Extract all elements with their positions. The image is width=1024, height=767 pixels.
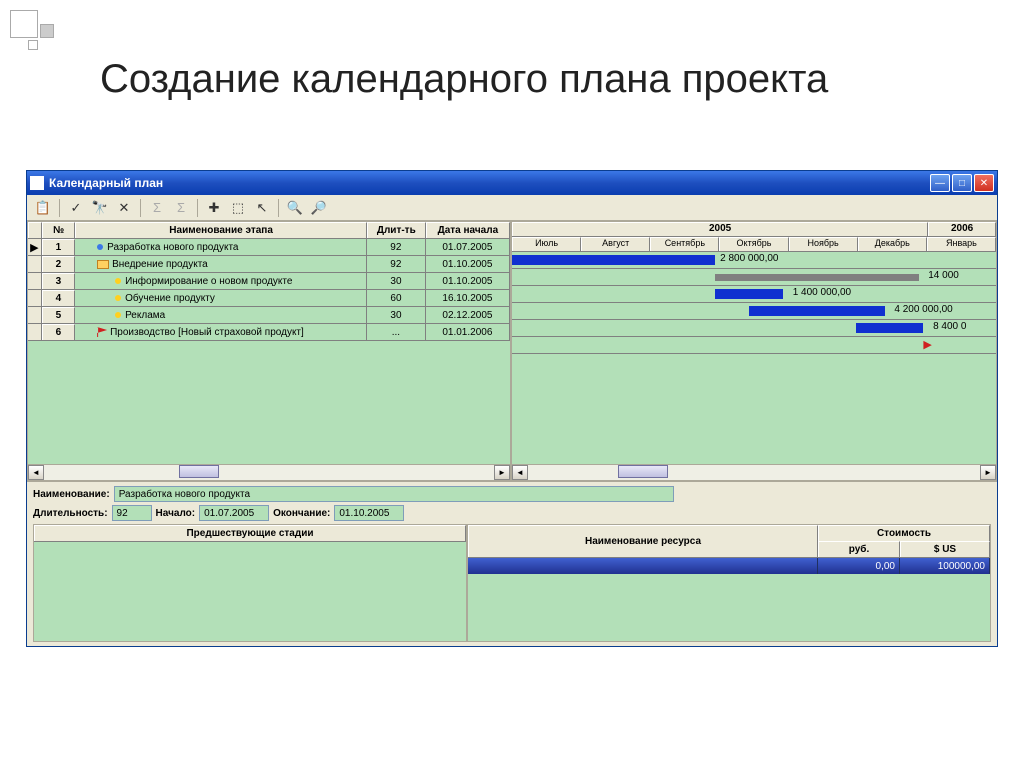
col-header-date[interactable]: Дата начала [426, 222, 510, 238]
zoom-in-icon[interactable]: 🔍 [285, 198, 305, 218]
predecessor-header[interactable]: Предшествующие стадии [34, 525, 466, 541]
col-header-num[interactable]: № [42, 222, 75, 238]
detail-end-input[interactable] [334, 505, 404, 521]
table-row[interactable]: 4 Обучение продукту 60 16.10.2005 [28, 290, 510, 307]
col-header-dur[interactable]: Длит-ть [367, 222, 426, 238]
rub-header[interactable]: руб. [818, 541, 900, 557]
gantt-label: 1 400 000,00 [793, 287, 851, 298]
table-row[interactable]: 3 Информирование о новом продукте 30 01.… [28, 273, 510, 290]
detail-start-input[interactable] [199, 505, 269, 521]
binoculars-icon[interactable]: 🔭 [90, 198, 110, 218]
gantt-bar[interactable] [749, 306, 885, 316]
detail-end-label: Окончание: [273, 508, 330, 519]
gantt-row: ▶ [512, 337, 996, 354]
close-button[interactable]: ✕ [974, 174, 994, 192]
table-row[interactable]: 2 Внедрение продукта 92 01.10.2005 [28, 256, 510, 273]
gantt-bar[interactable] [512, 255, 715, 265]
gantt-bar[interactable] [715, 289, 783, 299]
gantt-label: 14 000 [928, 270, 959, 281]
toolbar: 📋 ✓ 🔭 ✕ Σ Σ ✚ ⬚ ↖ 🔍 🔎 [27, 195, 997, 221]
gantt-label: 4 200 000,00 [894, 304, 952, 315]
app-window: Календарный план — □ ✕ 📋 ✓ 🔭 ✕ Σ Σ ✚ ⬚ ↖… [26, 170, 998, 647]
grid-hscrollbar[interactable]: ◄ ► [28, 464, 510, 480]
gantt-row: 4 200 000,00 [512, 303, 996, 320]
month-header: Июль [512, 237, 581, 251]
minimize-button[interactable]: — [930, 174, 950, 192]
gantt-bar[interactable] [715, 274, 918, 281]
month-header: Январь [927, 237, 996, 251]
detail-name-input[interactable] [114, 486, 674, 502]
gantt-hscrollbar[interactable]: ◄ ► [512, 464, 996, 480]
delete-icon[interactable]: ✕ [114, 198, 134, 218]
detail-panel: Наименование: Длительность: Начало: Окон… [27, 481, 997, 646]
gantt-row: 2 800 000,00 [512, 252, 996, 269]
gantt-row: 8 400 0 [512, 320, 996, 337]
resource-row-selected[interactable]: 0,00 100000,00 [468, 558, 990, 574]
sigma2-icon[interactable]: Σ [171, 198, 191, 218]
card-icon[interactable]: 📋 [33, 198, 53, 218]
detail-dur-input[interactable] [112, 505, 152, 521]
detail-start-label: Начало: [156, 508, 196, 519]
gantt-bar[interactable] [856, 323, 924, 333]
month-header: Ноябрь [789, 237, 858, 251]
sigma-icon[interactable]: Σ [147, 198, 167, 218]
detail-dur-label: Длительность: [33, 508, 108, 519]
zoom-out-icon[interactable]: 🔎 [309, 198, 329, 218]
year-header: 2005 [512, 222, 928, 236]
app-icon [30, 176, 44, 190]
table-row[interactable]: 5 Реклама 30 02.12.2005 [28, 307, 510, 324]
year-header: 2006 [928, 222, 996, 236]
maximize-button[interactable]: □ [952, 174, 972, 192]
milestone-flag-icon: ▶ [923, 338, 931, 351]
col-header-name[interactable]: Наименование этапа [75, 222, 366, 238]
predecessor-table: Предшествующие стадии [33, 524, 467, 642]
gantt-label: 8 400 0 [933, 321, 966, 332]
link-icon[interactable]: ⬚ [228, 198, 248, 218]
task-grid: № Наименование этапа Длит-ть Дата начала… [27, 221, 511, 481]
add-icon[interactable]: ✚ [204, 198, 224, 218]
month-header: Октябрь [719, 237, 788, 251]
month-header: Сентябрь [650, 237, 719, 251]
window-title: Календарный план [49, 176, 930, 190]
slide-title: Создание календарного плана проекта [100, 55, 828, 103]
month-header: Август [581, 237, 650, 251]
gantt-chart: 20052006 ИюльАвгустСентябрьОктябрьНоябрь… [511, 221, 997, 481]
resource-header[interactable]: Наименование ресурса [468, 525, 818, 557]
cost-header[interactable]: Стоимость [818, 525, 990, 541]
detail-name-label: Наименование: [33, 489, 110, 500]
usd-header[interactable]: $ US [900, 541, 990, 557]
table-row[interactable]: 6 Производство [Новый страховой продукт]… [28, 324, 510, 341]
check-icon[interactable]: ✓ [66, 198, 86, 218]
table-row[interactable]: ▶ 1 Разработка нового продукта 92 01.07.… [28, 239, 510, 256]
gantt-row: 1 400 000,00 [512, 286, 996, 303]
pointer-icon[interactable]: ↖ [252, 198, 272, 218]
titlebar[interactable]: Календарный план — □ ✕ [27, 171, 997, 195]
gantt-row: 14 000 [512, 269, 996, 286]
resource-table: Наименование ресурса Стоимость руб. $ US… [467, 524, 991, 642]
gantt-label: 2 800 000,00 [720, 253, 778, 264]
slide-decoration [10, 10, 38, 43]
month-header: Декабрь [858, 237, 927, 251]
